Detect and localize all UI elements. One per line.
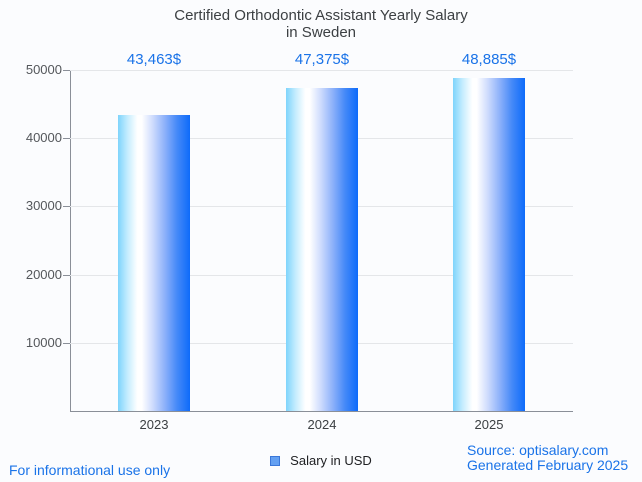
y-axis-tick-30000 <box>63 206 70 207</box>
bar-2024 <box>286 88 358 411</box>
y-tick-label-10000: 10000 <box>25 335 62 350</box>
y-axis-tick-20000 <box>63 275 70 276</box>
chart-title-line-1: Certified Orthodontic Assistant Yearly S… <box>174 7 468 24</box>
source-block: Source: optisalary.com Generated Februar… <box>467 443 628 473</box>
legend-swatch-icon <box>270 455 281 466</box>
value-label-2023: 43,463$ <box>126 51 182 68</box>
x-axis-label-2024: 2024 <box>307 417 337 432</box>
value-label-2024: 47,375$ <box>294 51 350 68</box>
generated-date: Generated February 2025 <box>467 457 629 473</box>
value-label-2025: 48,885$ <box>461 51 517 68</box>
source-link[interactable]: Source: optisalary.com <box>467 442 609 458</box>
bar-2025 <box>453 78 525 411</box>
x-axis-baseline <box>70 411 573 412</box>
y-axis-tick-40000 <box>63 138 70 139</box>
y-tick-label-30000: 30000 <box>25 198 62 213</box>
x-axis-label-2023: 2023 <box>139 417 169 432</box>
x-axis-label-2025: 2025 <box>474 417 504 432</box>
y-tick-label-40000: 40000 <box>25 130 62 145</box>
disclaimer-text: For informational use only <box>9 462 171 478</box>
chart-title-line-2: in Sweden <box>285 24 357 41</box>
gridline-50000 <box>70 70 573 71</box>
y-axis-tick-10000 <box>63 343 70 344</box>
y-axis-line <box>70 70 71 411</box>
bar-2023 <box>118 115 190 411</box>
legend-label: Salary in USD <box>290 453 372 468</box>
y-tick-label-20000: 20000 <box>25 267 62 282</box>
y-axis-tick-50000 <box>63 70 70 71</box>
chart-title: Certified Orthodontic Assistant Yearly S… <box>0 7 642 41</box>
y-tick-label-50000: 50000 <box>25 62 62 77</box>
legend: Salary in USD <box>0 453 642 468</box>
